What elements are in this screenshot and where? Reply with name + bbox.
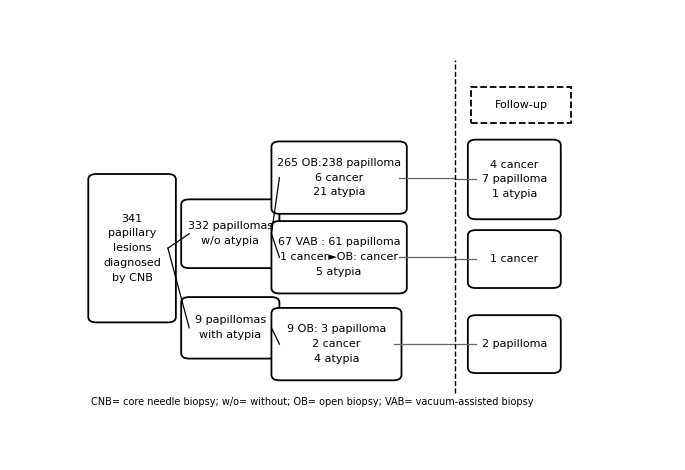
Text: 4 cancer
7 papilloma
1 atypia: 4 cancer 7 papilloma 1 atypia [482,160,547,199]
FancyBboxPatch shape [181,199,279,268]
FancyBboxPatch shape [468,140,561,219]
FancyBboxPatch shape [271,141,407,214]
Text: 9 OB: 3 papilloma
2 cancer
4 atypia: 9 OB: 3 papilloma 2 cancer 4 atypia [287,324,386,364]
Text: 2 papilloma: 2 papilloma [482,339,547,349]
FancyBboxPatch shape [271,308,401,380]
FancyBboxPatch shape [88,174,176,322]
Text: CNB= core needle biopsy; w/o= without; OB= open biopsy; VAB= vacuum-assisted bio: CNB= core needle biopsy; w/o= without; O… [91,398,534,407]
Text: 265 OB:238 papilloma
6 cancer
21 atypia: 265 OB:238 papilloma 6 cancer 21 atypia [277,158,401,197]
FancyBboxPatch shape [471,87,571,123]
FancyBboxPatch shape [271,221,407,293]
FancyBboxPatch shape [468,230,561,288]
Text: 332 papillomas
w/o atypia: 332 papillomas w/o atypia [188,221,273,246]
Text: Follow-up: Follow-up [495,100,547,110]
FancyBboxPatch shape [181,297,279,359]
Text: 1 cancer: 1 cancer [490,254,538,264]
Text: 67 VAB : 61 papilloma
1 cancer►OB: cancer
5 atypia: 67 VAB : 61 papilloma 1 cancer►OB: cance… [278,237,401,277]
Text: 341
papillary
lesions
diagnosed
by CNB: 341 papillary lesions diagnosed by CNB [103,213,161,283]
FancyBboxPatch shape [468,315,561,373]
Text: 9 papillomas
with atypia: 9 papillomas with atypia [195,315,266,340]
